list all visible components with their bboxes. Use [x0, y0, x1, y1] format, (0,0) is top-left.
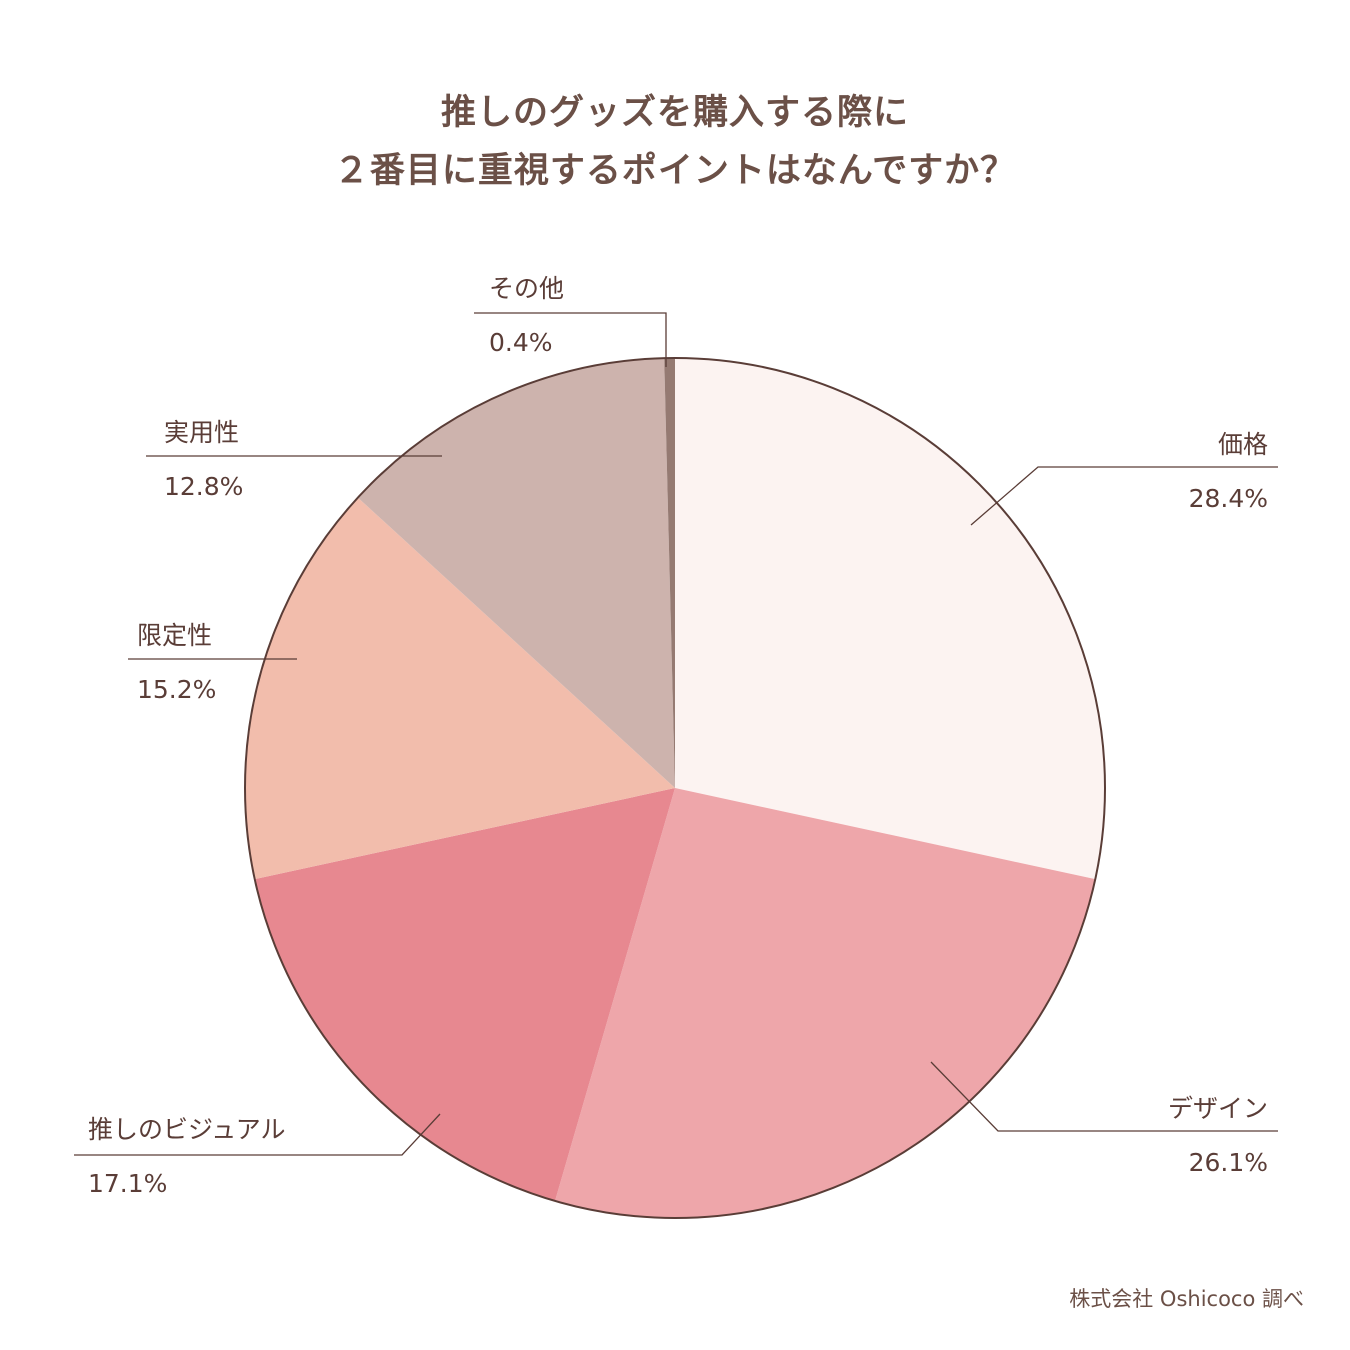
pie-slice-3: [244, 497, 675, 880]
pie-slice-4: [357, 358, 675, 788]
chart-title-line-2: ２番目に重視するポイントはなんですか？: [333, 151, 1017, 191]
leader-line-5: [474, 312, 667, 367]
slice-label-2: 推しのビジュアル: [88, 1115, 286, 1144]
pie-slice-0: [675, 358, 1106, 880]
pie-slice-5: [664, 358, 675, 788]
pie-slice-2: [254, 788, 675, 1201]
chart-title-line-1: 推しのグッズを購入する際に: [440, 93, 909, 133]
slice-label-3: 限定性: [137, 621, 212, 650]
slice-label-0: 価格: [1218, 430, 1268, 459]
slice-value-2: 17.1%: [88, 1169, 167, 1198]
slice-label-4: 実用性: [164, 418, 239, 447]
pie-slice-1: [555, 788, 1096, 1219]
leader-line-0: [970, 466, 1278, 526]
slice-value-3: 15.2%: [137, 675, 216, 704]
slice-value-0: 28.4%: [1189, 484, 1268, 513]
slice-label-1: デザイン: [1168, 1094, 1268, 1123]
label-leader-lines: [74, 312, 1278, 1156]
pie-slices: [244, 358, 1106, 1219]
slice-value-4: 12.8%: [164, 472, 243, 501]
slice-label-5: その他: [489, 274, 564, 303]
leader-line-1: [930, 1061, 1278, 1132]
slice-value-1: 26.1%: [1189, 1148, 1268, 1177]
slice-labels: 価格 28.4% デザイン 26.1% 推しのビジュアル 17.1% 限定性 15.2% 実用性…: [88, 274, 1268, 1198]
source-note: 株式会社 Oshicoco 調べ: [1069, 1287, 1304, 1311]
leader-line-2: [74, 1113, 441, 1156]
slice-value-5: 0.4%: [489, 328, 553, 357]
pie-outline: [244, 357, 1106, 1219]
